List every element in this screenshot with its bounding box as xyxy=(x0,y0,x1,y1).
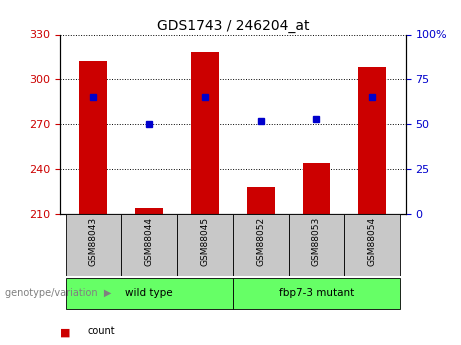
Text: wild type: wild type xyxy=(125,288,173,298)
Text: genotype/variation  ▶: genotype/variation ▶ xyxy=(5,288,111,298)
FancyBboxPatch shape xyxy=(233,278,400,309)
FancyBboxPatch shape xyxy=(177,214,233,276)
FancyBboxPatch shape xyxy=(289,214,344,276)
Bar xyxy=(79,61,107,214)
Text: ■: ■ xyxy=(60,328,71,338)
Bar xyxy=(358,67,386,214)
Title: GDS1743 / 246204_at: GDS1743 / 246204_at xyxy=(157,19,309,33)
FancyBboxPatch shape xyxy=(65,278,233,309)
Text: GSM88054: GSM88054 xyxy=(368,217,377,266)
Text: count: count xyxy=(88,326,115,336)
Text: fbp7-3 mutant: fbp7-3 mutant xyxy=(279,288,354,298)
Bar xyxy=(302,163,331,214)
Bar xyxy=(135,208,163,214)
Text: GSM88045: GSM88045 xyxy=(201,217,209,266)
Bar xyxy=(191,52,219,214)
FancyBboxPatch shape xyxy=(344,214,400,276)
FancyBboxPatch shape xyxy=(121,214,177,276)
FancyBboxPatch shape xyxy=(65,214,121,276)
Text: GSM88053: GSM88053 xyxy=(312,217,321,266)
FancyBboxPatch shape xyxy=(233,214,289,276)
Text: GSM88043: GSM88043 xyxy=(89,217,98,266)
Text: GSM88044: GSM88044 xyxy=(145,217,154,266)
Text: GSM88052: GSM88052 xyxy=(256,217,265,266)
Bar xyxy=(247,187,275,214)
